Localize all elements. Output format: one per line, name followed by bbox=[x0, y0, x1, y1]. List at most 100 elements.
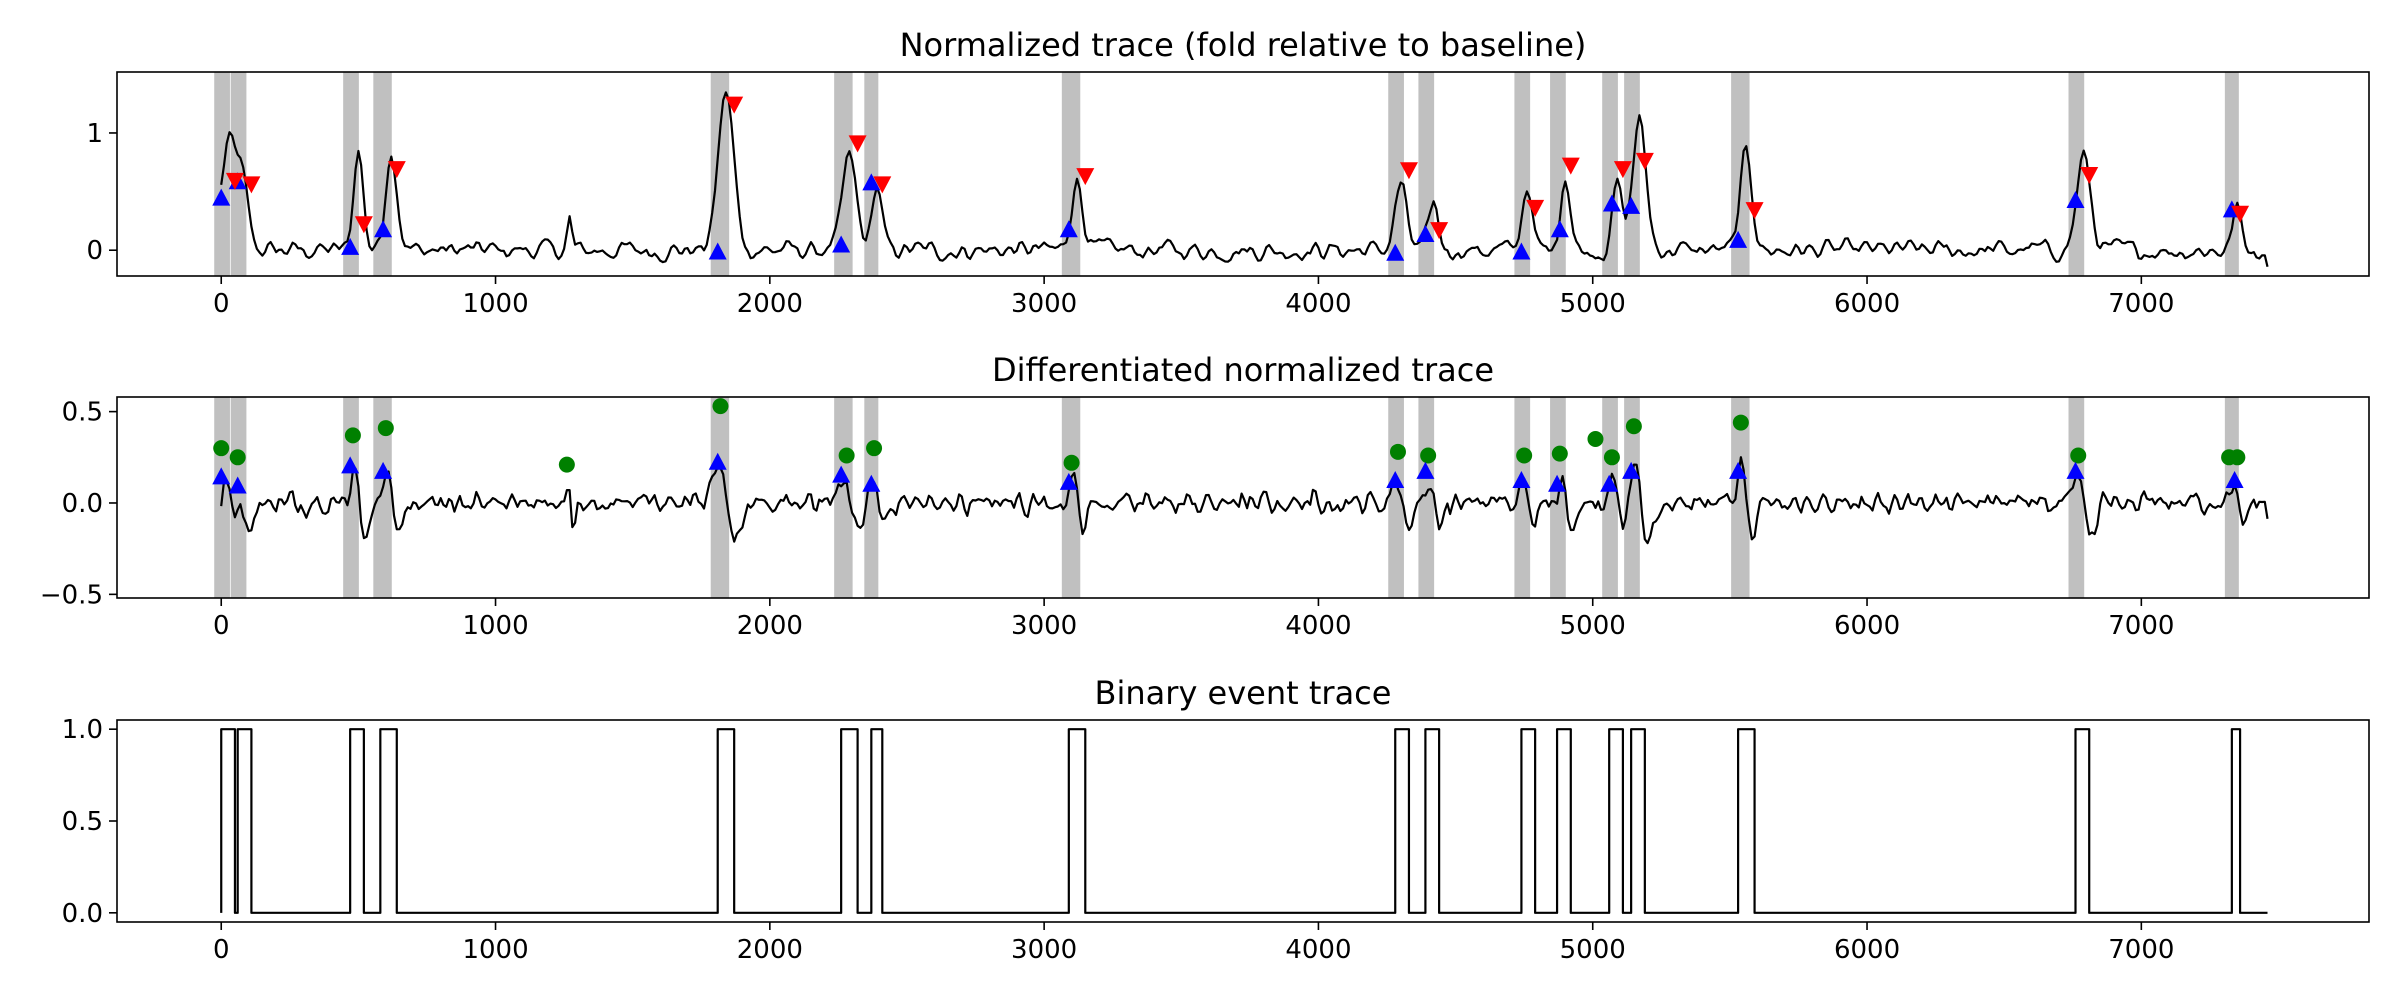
event-band bbox=[2068, 72, 2085, 276]
onset-marker bbox=[1512, 242, 1531, 260]
x-tick-label: 1000 bbox=[462, 611, 528, 641]
onset-marker bbox=[832, 235, 851, 253]
peak-marker bbox=[377, 420, 394, 437]
offset-marker bbox=[1561, 157, 1580, 175]
y-tick-label: 0.0 bbox=[62, 489, 103, 519]
offset-marker bbox=[225, 172, 244, 190]
x-tick-label: 6000 bbox=[1834, 935, 1900, 965]
x-tick-label: 6000 bbox=[1834, 289, 1900, 319]
event-band bbox=[2224, 72, 2239, 276]
panel-1: 0 1000 2000 3000 4000 5000 6000 7000 0 1 Normalize… bbox=[86, 26, 2370, 319]
offset-marker bbox=[242, 176, 261, 194]
y-tick-label: 0.0 bbox=[62, 899, 103, 929]
event-band bbox=[343, 397, 359, 598]
offset-marker bbox=[1526, 199, 1545, 217]
onset-marker bbox=[1512, 471, 1531, 489]
offset-marker bbox=[1613, 161, 1632, 179]
onset-marker bbox=[832, 465, 851, 483]
event-band bbox=[710, 397, 730, 598]
offset-marker bbox=[1635, 152, 1654, 170]
peak-marker bbox=[712, 398, 729, 415]
onset-marker bbox=[374, 461, 393, 479]
event-band bbox=[710, 72, 730, 276]
axes-frame bbox=[116, 71, 2370, 277]
onset-marker bbox=[212, 467, 231, 485]
peak-marker bbox=[1603, 449, 1620, 466]
event-band bbox=[1418, 72, 1435, 276]
offset-marker bbox=[725, 96, 744, 114]
onset-marker bbox=[1622, 461, 1641, 479]
event-band bbox=[1061, 397, 1081, 598]
peak-marker bbox=[1732, 414, 1749, 431]
offset-marker bbox=[1399, 162, 1418, 180]
peak-marker bbox=[838, 447, 855, 464]
onset-marker bbox=[1386, 471, 1405, 489]
onset-marker bbox=[1548, 474, 1567, 492]
onset-marker bbox=[708, 242, 727, 260]
event-band bbox=[2224, 397, 2239, 598]
x-tick-label: 3000 bbox=[1011, 289, 1077, 319]
event-band bbox=[1602, 397, 1618, 598]
y-tick-label: 1 bbox=[86, 119, 103, 149]
offset-marker bbox=[1745, 202, 1764, 220]
onset-marker bbox=[1622, 196, 1641, 214]
offset-marker bbox=[873, 176, 892, 194]
peak-marker bbox=[1389, 443, 1406, 460]
x-tick-label: 3000 bbox=[1011, 611, 1077, 641]
event-band bbox=[1550, 72, 1566, 276]
x-tick-label: 5000 bbox=[1560, 611, 1626, 641]
y-tick-label: 0.5 bbox=[62, 398, 103, 428]
panel-2: 0 1000 2000 3000 4000 5000 6000 7000 −0.5 0.0 0.5 D… bbox=[40, 351, 2370, 641]
offset-marker bbox=[848, 135, 867, 153]
onset-marker bbox=[1729, 230, 1748, 248]
event-band bbox=[1514, 72, 1531, 276]
panel-3: 0 1000 2000 3000 4000 5000 6000 7000 0.0 0.5 1.0 Bi… bbox=[62, 674, 2370, 965]
peak-marker bbox=[1587, 431, 1604, 448]
y-tick-label: 0 bbox=[86, 236, 103, 266]
onset-marker bbox=[341, 237, 360, 255]
peak-marker bbox=[1516, 447, 1533, 464]
onset-marker bbox=[2066, 461, 2085, 479]
event-band bbox=[343, 72, 359, 276]
trace-line bbox=[220, 728, 2268, 914]
onset-marker bbox=[1059, 472, 1078, 490]
event-band bbox=[1731, 397, 1750, 598]
onset-marker bbox=[1550, 220, 1569, 238]
onset-marker bbox=[1729, 461, 1748, 479]
onset-marker bbox=[1059, 220, 1078, 238]
onset-marker bbox=[374, 220, 393, 238]
peak-marker bbox=[1063, 454, 1080, 471]
panel-title: Normalized trace (fold relative to basel… bbox=[900, 26, 1587, 64]
x-tick-label: 4000 bbox=[1285, 611, 1351, 641]
panel-title: Binary event trace bbox=[1095, 674, 1392, 712]
event-band bbox=[2068, 397, 2085, 598]
x-tick-label: 3000 bbox=[1011, 935, 1077, 965]
peak-marker bbox=[1551, 445, 1568, 462]
x-tick-label: 5000 bbox=[1560, 935, 1626, 965]
onset-marker bbox=[1386, 243, 1405, 261]
onset-marker bbox=[1602, 194, 1621, 212]
x-tick-label: 2000 bbox=[737, 289, 803, 319]
axes-frame bbox=[116, 396, 2370, 599]
onset-marker bbox=[1600, 474, 1619, 492]
y-tick-label: 1.0 bbox=[62, 715, 103, 745]
offset-marker bbox=[1076, 168, 1095, 186]
offset-marker bbox=[2080, 167, 2099, 184]
peak-marker bbox=[229, 449, 246, 466]
event-band bbox=[373, 72, 392, 276]
peak-marker bbox=[2229, 449, 2246, 466]
peak-marker bbox=[1420, 447, 1437, 464]
event-band bbox=[230, 397, 247, 598]
x-tick-label: 5000 bbox=[1560, 289, 1626, 319]
offset-marker bbox=[387, 161, 406, 179]
offset-marker bbox=[2231, 205, 2250, 223]
x-tick-label: 6000 bbox=[1834, 611, 1900, 641]
event-band bbox=[1061, 72, 1081, 276]
x-tick-label: 7000 bbox=[2108, 935, 2174, 965]
onset-marker bbox=[862, 173, 881, 191]
offset-marker bbox=[1430, 222, 1449, 240]
onset-marker bbox=[1416, 461, 1435, 479]
x-tick-label: 0 bbox=[213, 289, 230, 319]
event-band bbox=[834, 397, 853, 598]
